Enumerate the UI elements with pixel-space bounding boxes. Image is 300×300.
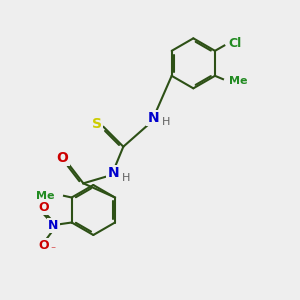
Text: Cl: Cl: [228, 37, 242, 50]
Text: O: O: [39, 239, 49, 252]
Text: ⁻: ⁻: [51, 245, 56, 256]
Text: H: H: [161, 117, 170, 127]
Text: S: S: [92, 117, 102, 131]
Text: H: H: [122, 173, 130, 183]
Text: N: N: [107, 166, 119, 180]
Text: N: N: [48, 219, 59, 232]
Text: Me: Me: [229, 76, 248, 86]
Text: N: N: [148, 111, 159, 125]
Text: Me: Me: [35, 191, 54, 201]
Text: O: O: [57, 151, 69, 165]
Text: O: O: [39, 201, 49, 214]
